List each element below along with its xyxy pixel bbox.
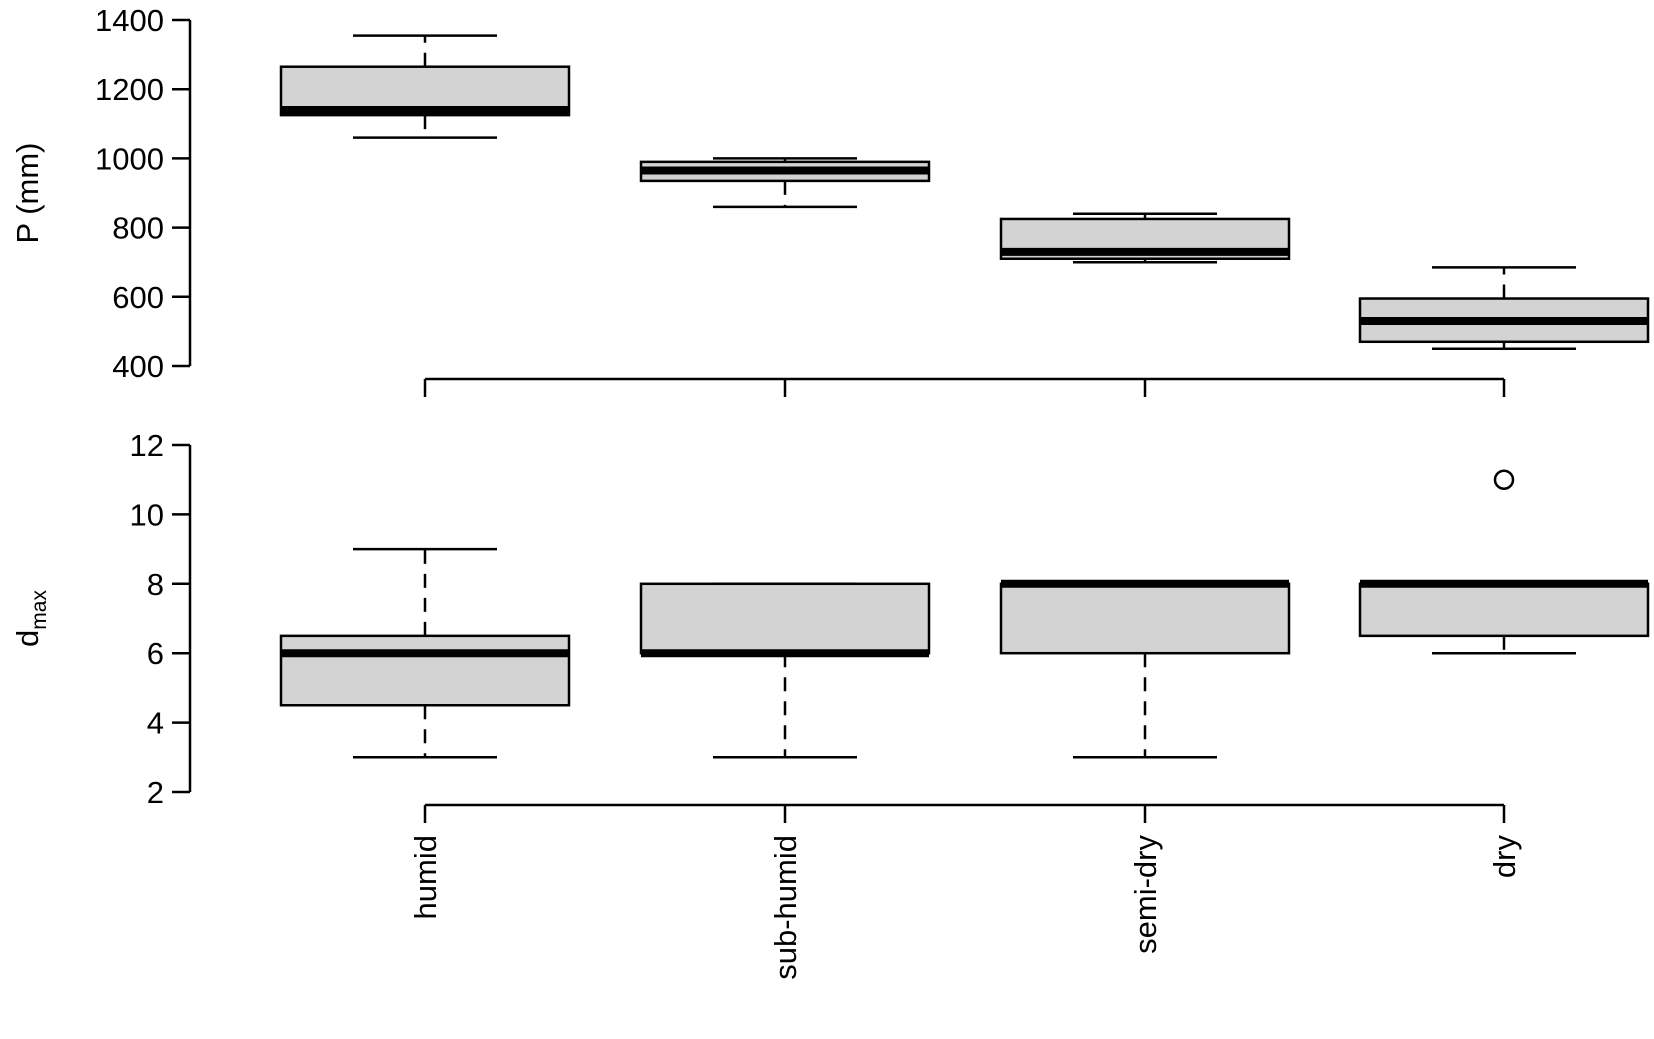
y-tick-label: 6	[147, 636, 164, 671]
y-tick-label: 1200	[95, 72, 164, 107]
y-axis-title-subscript: max	[28, 590, 51, 630]
box-humid	[279, 547, 571, 759]
y-tick-label: 12	[130, 428, 164, 463]
iqr-box	[639, 582, 931, 655]
y-tick-label: 2	[147, 775, 164, 810]
y-tick-label: 1400	[95, 3, 164, 38]
panel-1: 400 600 800 1000 1200 1400 P (mm)	[10, 3, 1650, 397]
y-axis-title: dmax	[10, 590, 51, 647]
iqr-box	[1358, 582, 1650, 638]
iqr-box	[279, 634, 571, 707]
y-tick-label: 600	[112, 280, 164, 315]
panel-2: 2 4 6 8 10 12 dmax	[10, 428, 1650, 823]
y-axis-title-main: d	[10, 630, 45, 647]
y-axis-title: P (mm)	[10, 142, 45, 243]
iqr-box	[999, 582, 1291, 655]
box-sub-humid	[639, 157, 931, 209]
y-tick-label: 8	[147, 567, 164, 602]
box-humid	[279, 34, 571, 139]
box-dry	[1358, 266, 1650, 350]
category-label-semi-dry: semi-dry	[1128, 835, 1163, 954]
y-tick-label: 10	[130, 497, 164, 532]
y-tick-label: 4	[147, 706, 164, 741]
y-tick-label: 400	[112, 349, 164, 384]
category-label-dry: dry	[1487, 835, 1522, 879]
category-label-humid: humid	[408, 835, 443, 919]
box-sub-humid	[639, 582, 931, 759]
category-label-sub-humid: sub-humid	[768, 835, 803, 980]
y-tick-label: 1000	[95, 141, 164, 176]
box-dry	[1358, 469, 1650, 655]
y-tick-label: 800	[112, 211, 164, 246]
category-labels: humid sub-humid semi-dry dry	[408, 835, 1522, 980]
box-semi-dry	[999, 212, 1291, 264]
box-semi-dry	[999, 579, 1291, 759]
outlier-point	[1493, 469, 1515, 490]
